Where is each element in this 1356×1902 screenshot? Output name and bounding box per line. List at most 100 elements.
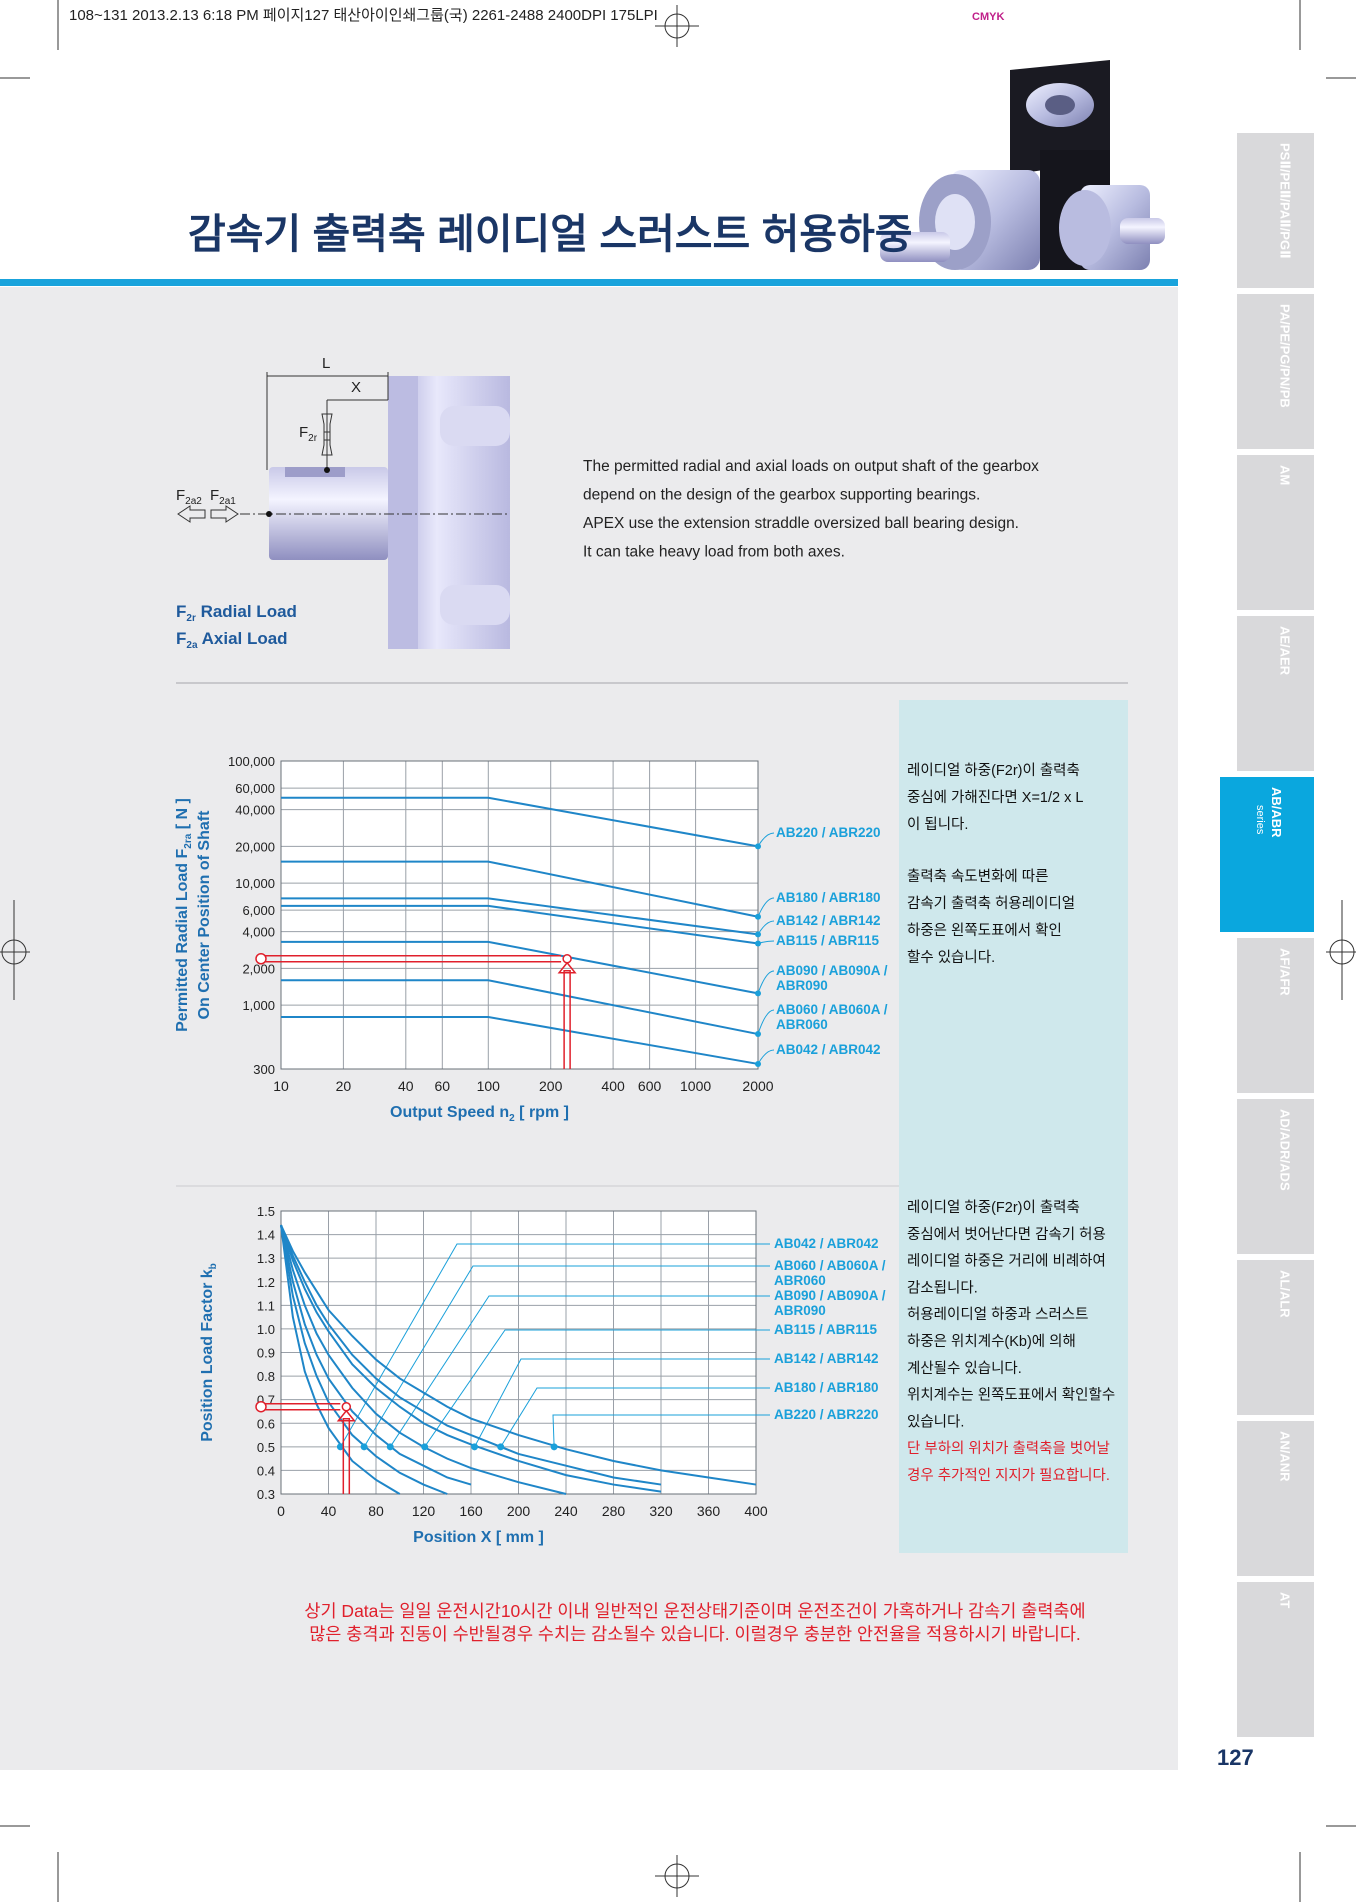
description-line: depend on the design of the gearbox supp… — [583, 487, 980, 504]
x-tick-label: 2000 — [742, 1078, 773, 1094]
y-tick-label: 1.4 — [257, 1228, 275, 1243]
y-tick-label: 60,000 — [235, 781, 275, 796]
series-label: AB180 / ABR180 — [776, 890, 881, 905]
charts: 100,000 60,000 40,000 20,000 10,000 6,000 4,00… — [174, 754, 888, 1546]
side-tab-label: AB/ABR — [1269, 787, 1284, 838]
title-underline — [0, 279, 1178, 286]
example-arrow — [342, 1417, 351, 1494]
shaft-diagram — [177, 372, 510, 649]
panel-line: 중심에 가해진다면 X=1/2 x L — [907, 789, 1083, 806]
side-tab — [1237, 616, 1314, 771]
y-tick-label: 1.3 — [257, 1251, 275, 1266]
series-label: AB115 / ABR115 — [776, 933, 880, 948]
y-tick-label: 6,000 — [242, 903, 275, 918]
y-tick-label: 4,000 — [242, 925, 275, 940]
legend-entry: F2r Radial Load — [176, 602, 297, 624]
series-label: AB115 / ABR115 — [774, 1322, 878, 1337]
y-tick-label: 100,000 — [228, 754, 275, 769]
x-tick-label: 40 — [398, 1078, 414, 1094]
series-line — [280, 1224, 757, 1486]
x-tick-label: 40 — [321, 1503, 337, 1519]
side-tab — [1237, 938, 1314, 1093]
diagram-label: F2a1 — [210, 487, 236, 507]
panel-line: 위치계수는 왼쪽도표에서 확인할수 — [907, 1387, 1115, 1404]
footer-line: 많은 충격과 진동이 수반될경우 수치는 감소될수 있습니다. 이럴경우 충분한… — [309, 1624, 1081, 1644]
series-label: AB090 / AB090A / ABR090 — [776, 963, 888, 993]
x-axis-title-main: Output Speed n — [390, 1104, 509, 1121]
y-axis-title: On Center Position of Shaft — [196, 810, 213, 1020]
y-tick-label: 2,000 — [242, 961, 275, 976]
series-line — [281, 1016, 759, 1065]
y-tick-label: 300 — [253, 1062, 275, 1077]
y-tick-label: 1,000 — [242, 998, 275, 1013]
y-tick-label: 10,000 — [235, 876, 275, 891]
position-marker — [550, 1443, 558, 1451]
example-point — [255, 1400, 267, 1413]
print-header: 108~131 2013.2.13 6:18 PM 페이지127 태산아이인쇄그… — [69, 7, 658, 24]
diagram-label-main: F — [299, 424, 308, 441]
side-tabs: PSⅡ/PEⅡ/PAⅡ/PGⅡ PA/PE/PG/PN/PB AM AE/AER AB/… — [1220, 133, 1314, 1737]
series-label: AB220 / ABR220 — [776, 825, 881, 840]
side-tab-label: AL/ALR — [1278, 1270, 1293, 1318]
leader-line — [339, 1243, 770, 1448]
x-tick-label: 400 — [601, 1078, 625, 1094]
side-tab-label: AM — [1278, 465, 1293, 485]
series-label: AB042 / ABR042 — [776, 1042, 881, 1057]
leader-line — [757, 940, 775, 944]
y-axis-title: Position Load Factor kb — [199, 1263, 219, 1442]
series-label: AB042 / ABR042 — [774, 1236, 879, 1251]
x-axis-title-after: [ rpm ] — [515, 1104, 569, 1121]
series-line — [280, 1224, 662, 1486]
leader-line — [757, 920, 775, 935]
series-label: AB220 / ABR220 — [774, 1407, 879, 1422]
legend-entry-main: F — [176, 629, 186, 648]
panel-line: 계산될수 있습니다. — [907, 1360, 1022, 1377]
example-point — [255, 952, 267, 965]
side-tab-label: AF/AFR — [1278, 948, 1293, 996]
diagram-label: X — [351, 379, 361, 396]
x-tick-label: 80 — [368, 1503, 384, 1519]
diagram-label-main: L — [322, 355, 330, 372]
series-line — [280, 1225, 401, 1495]
series-line — [281, 979, 759, 1036]
example-point — [341, 1401, 352, 1412]
x-tick-label: 280 — [602, 1503, 626, 1519]
side-tab — [1237, 1421, 1314, 1576]
series-line — [280, 1224, 662, 1493]
position-marker — [336, 1443, 344, 1451]
side-tab — [1237, 1099, 1314, 1254]
diagram-label: L — [322, 355, 330, 372]
page-title: 감속기 출력축 레이디얼 스러스트 허용하중 — [188, 211, 913, 257]
side-tab-label: PA/PE/PG/PN/PB — [1278, 304, 1293, 408]
leader-line — [389, 1295, 770, 1448]
x-tick-label: 0 — [277, 1503, 285, 1519]
y-axis-title-main: Permitted Radial Load F — [174, 848, 191, 1031]
side-tab — [1237, 455, 1314, 610]
side-tab-label: AT — [1278, 1592, 1293, 1608]
series-line — [281, 897, 759, 936]
x-tick-label: 600 — [638, 1078, 662, 1094]
panel-warning: 단 부하의 위치가 출력축을 벗어날 — [907, 1440, 1110, 1457]
x-tick-label: 20 — [336, 1078, 352, 1094]
side-tab-label: AE/AER — [1278, 626, 1293, 676]
panel-line: 중심에서 벗어난다면 감속기 허용 — [907, 1226, 1106, 1243]
x-tick-label: 200 — [539, 1078, 563, 1094]
y-tick-label: 1.2 — [257, 1275, 275, 1290]
y-tick-label: 20,000 — [235, 839, 275, 854]
x-tick-label: 320 — [649, 1503, 673, 1519]
example-arrow — [563, 969, 571, 1069]
side-tab — [1237, 1582, 1314, 1737]
side-tab — [1237, 133, 1314, 288]
y-tick-label: 0.3 — [257, 1487, 275, 1502]
leader-line — [757, 1009, 775, 1035]
x-tick-label: 10 — [273, 1078, 289, 1094]
diagram-label-main: F — [210, 487, 219, 504]
x-tick-label: 400 — [744, 1503, 768, 1519]
description-line: The permitted radial and axial loads on … — [583, 458, 1039, 475]
position-marker — [421, 1443, 429, 1451]
